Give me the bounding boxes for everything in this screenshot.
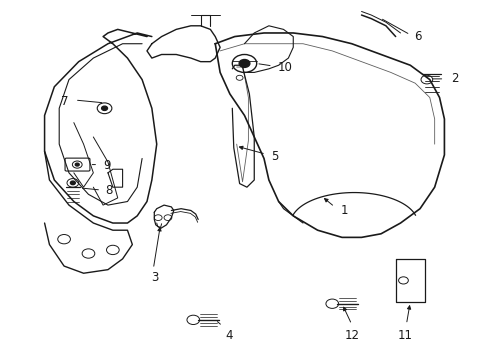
Circle shape	[239, 59, 249, 67]
Text: 7: 7	[61, 95, 69, 108]
Text: 2: 2	[450, 72, 457, 85]
Circle shape	[75, 163, 79, 166]
Text: 4: 4	[224, 329, 232, 342]
Text: 8: 8	[105, 184, 113, 197]
Text: 9: 9	[103, 159, 110, 172]
Text: 11: 11	[397, 329, 412, 342]
Text: 6: 6	[413, 30, 421, 43]
Text: 5: 5	[271, 150, 278, 163]
Circle shape	[102, 106, 107, 111]
Circle shape	[70, 181, 75, 185]
Text: 12: 12	[344, 329, 359, 342]
Text: 3: 3	[151, 271, 158, 284]
Text: 10: 10	[277, 60, 292, 73]
Text: 1: 1	[340, 204, 347, 217]
